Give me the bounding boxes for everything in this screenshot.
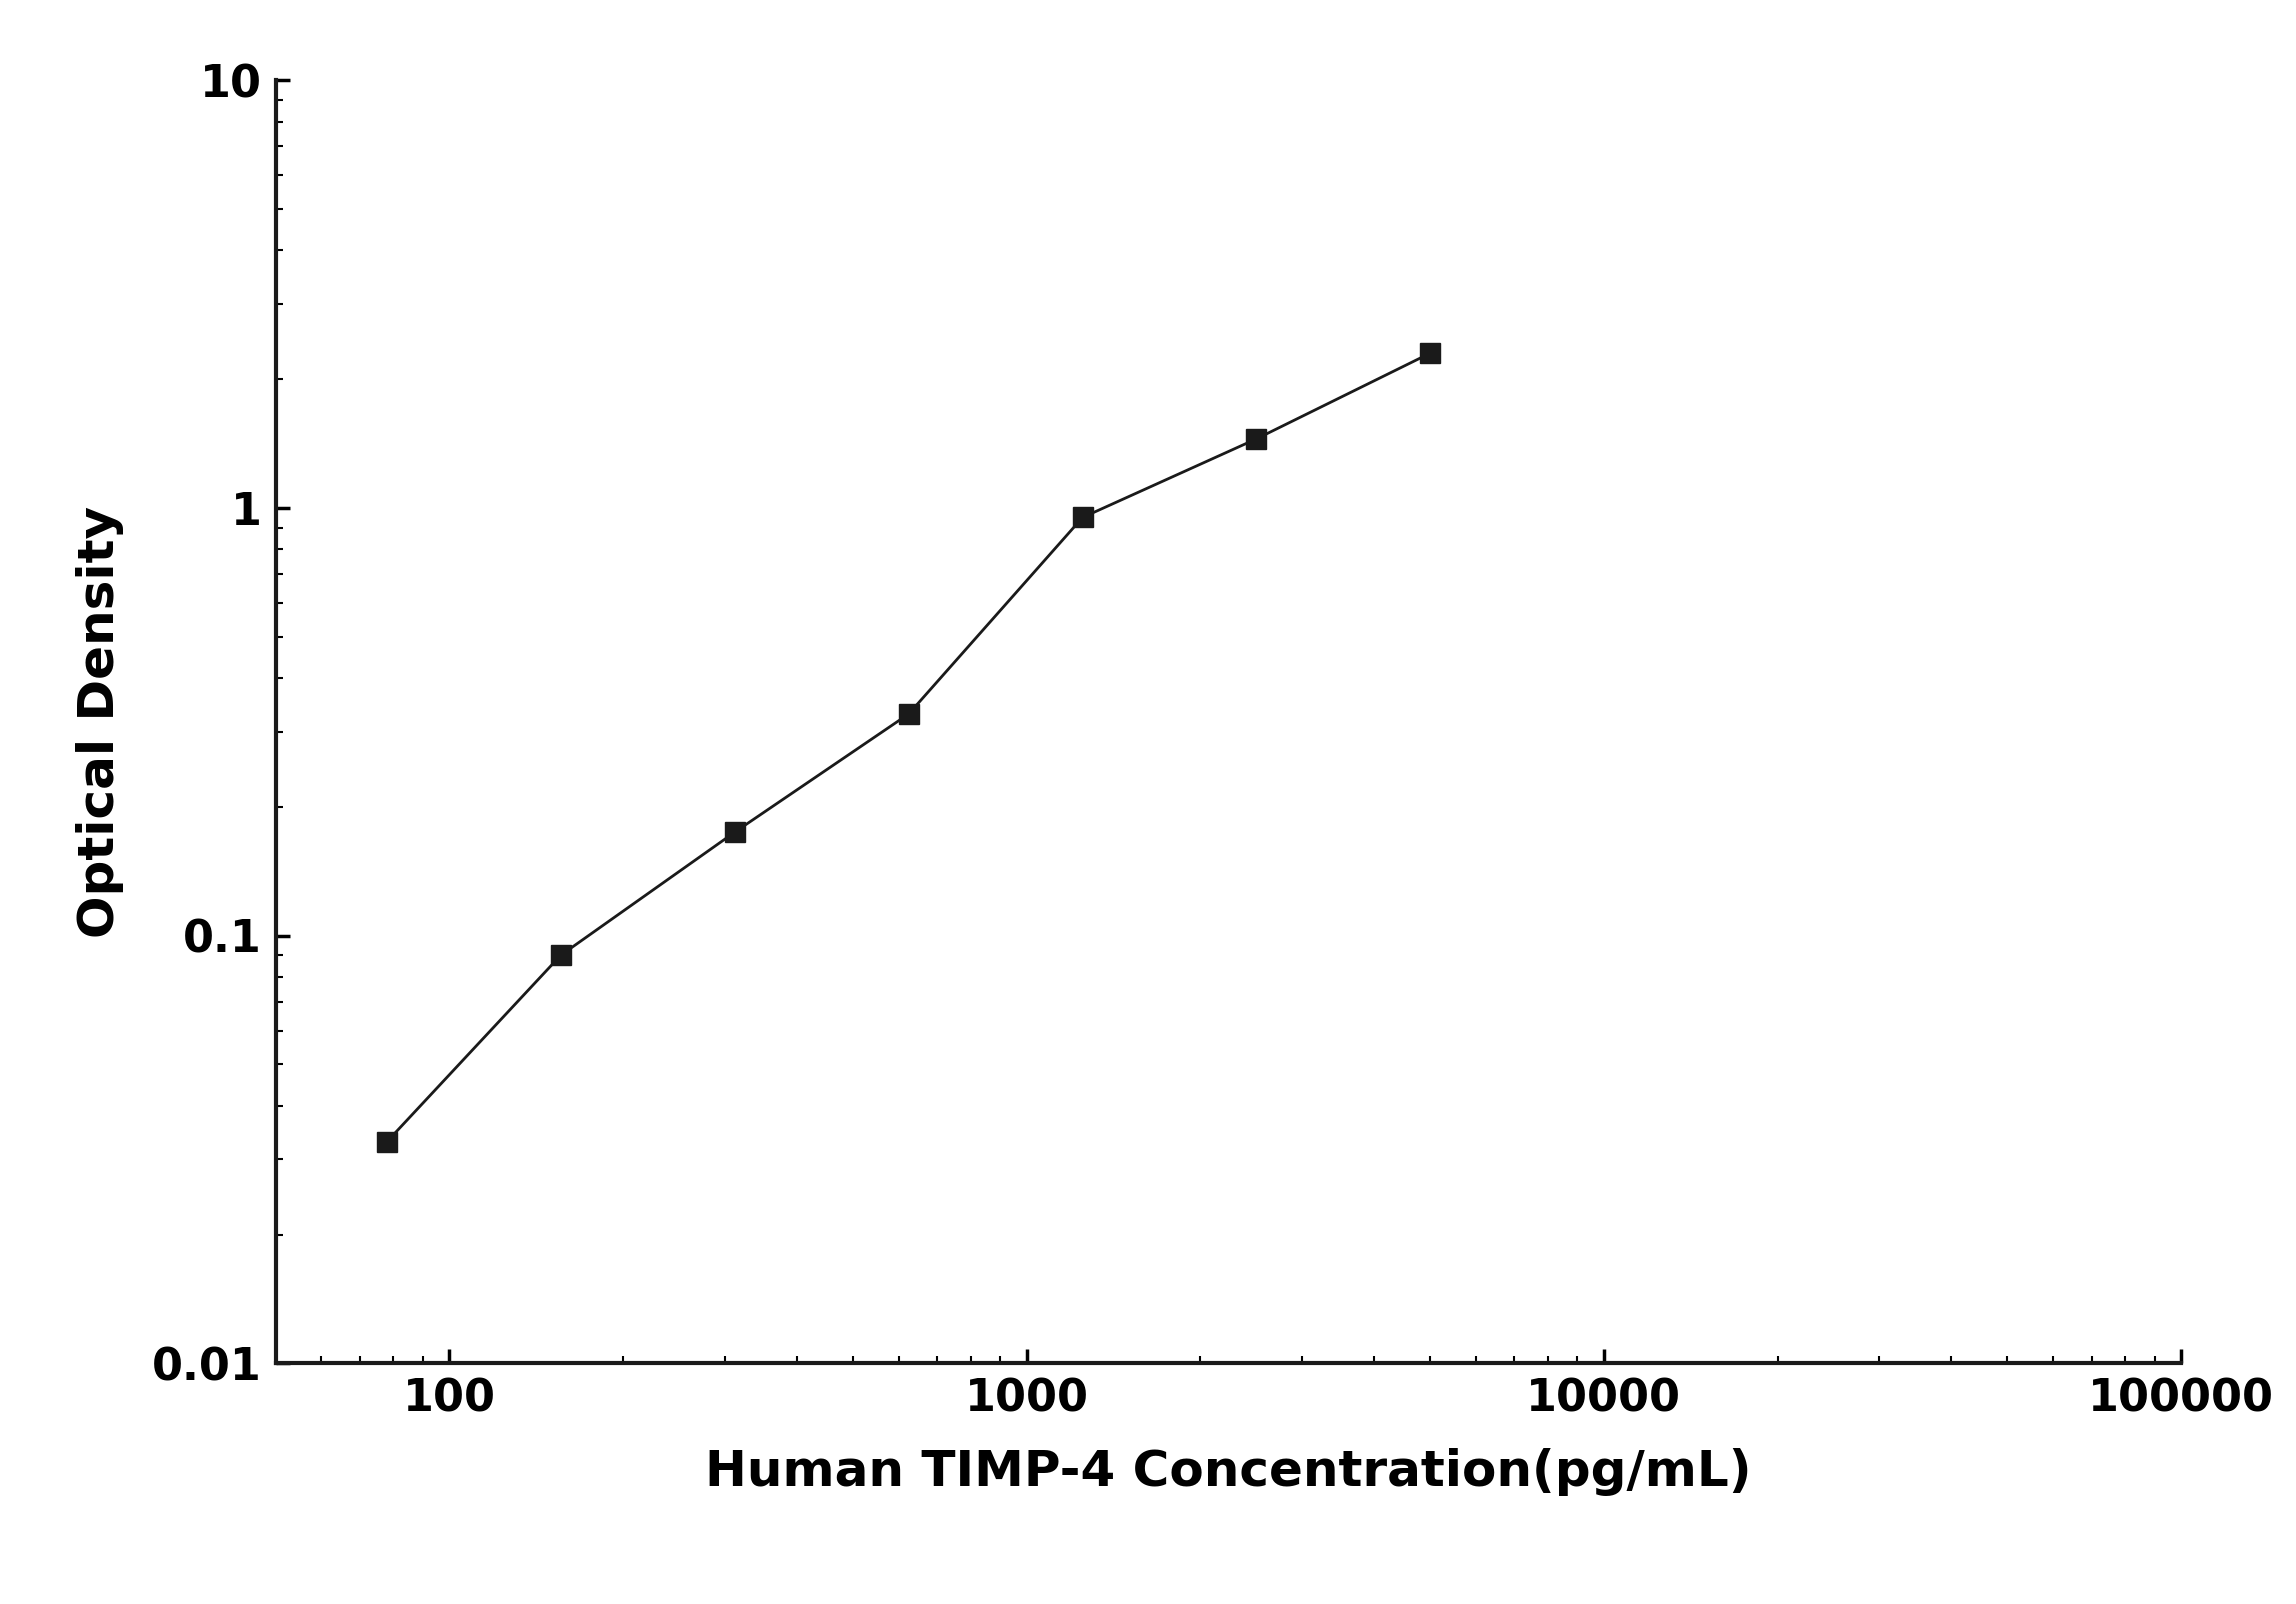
Y-axis label: Optical Density: Optical Density — [76, 505, 124, 938]
X-axis label: Human TIMP-4 Concentration(pg/mL): Human TIMP-4 Concentration(pg/mL) — [705, 1448, 1752, 1497]
